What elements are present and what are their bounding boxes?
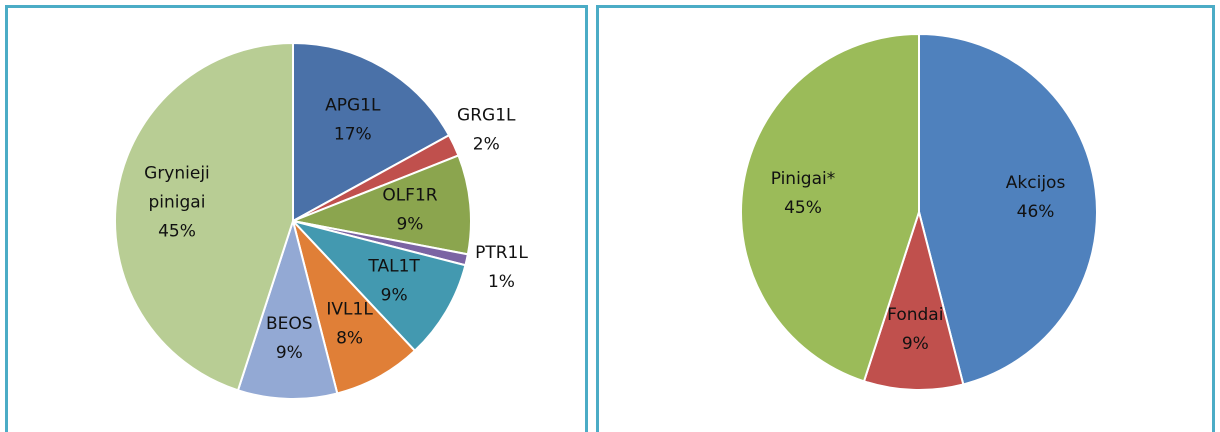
slice-label: BEOS 9% (266, 314, 313, 363)
pie-slice (289, 219, 467, 353)
panel (5, 5, 588, 432)
slice-label: Fondai 9% (887, 305, 943, 354)
pie-slice (236, 217, 339, 400)
slice-value: 45% (784, 198, 822, 218)
pie-slice (918, 32, 1098, 386)
panel (596, 5, 1215, 432)
slice-value: 45% (158, 222, 196, 242)
slice-name: Fondai (887, 305, 943, 325)
slice-label: Akcijos 46% (1006, 173, 1066, 222)
pie-slice (740, 32, 920, 383)
slice-value: 1% (488, 272, 515, 292)
pie-slice (114, 41, 294, 392)
slice-label: TAL1T 9% (367, 256, 420, 305)
slice-label: IVL1L 8% (326, 299, 373, 348)
slice-label: Pinigai* 45% (771, 169, 836, 218)
slice-name: Pinigai* (771, 169, 836, 189)
pie-slice (292, 220, 417, 395)
slice-name: IVL1L (326, 299, 373, 319)
slice-value: 9% (381, 285, 408, 305)
pie-slice (862, 208, 965, 391)
slice-label: APG1L 17% (325, 95, 381, 144)
pie-slice (292, 41, 451, 223)
slice-name: APG1L (325, 95, 381, 115)
slice-name: GRG1L (457, 106, 516, 126)
slice-value: 9% (396, 214, 423, 234)
slice-name: Akcijos (1006, 173, 1066, 193)
slice-name: TAL1T (367, 256, 420, 276)
slice-name: pinigai (148, 193, 205, 213)
pie-slice (289, 154, 472, 256)
slice-label: PTR1L 1% (475, 243, 528, 292)
slice-label: GRG1L 2% (457, 106, 516, 155)
slice-value: 2% (473, 135, 500, 155)
slice-name: BEOS (266, 314, 313, 334)
slice-value: 9% (276, 343, 303, 363)
slice-value: 17% (334, 124, 372, 144)
slice-name: OLF1R (382, 185, 437, 205)
slice-value: 9% (902, 334, 929, 354)
slice-value: 8% (336, 328, 363, 348)
slice-name: PTR1L (475, 243, 528, 263)
slice-label: OLF1R 9% (382, 185, 437, 234)
slice-value: 46% (1017, 202, 1055, 222)
